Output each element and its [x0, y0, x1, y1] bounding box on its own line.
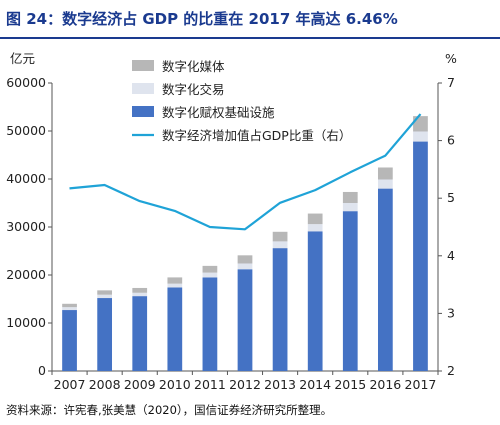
bar-segment — [413, 116, 428, 132]
legend-label: 数字化赋权基础设施 — [162, 105, 275, 120]
legend-label: 数字经济增加值占GDP比重（右） — [162, 128, 351, 143]
y-left-unit: 亿元 — [10, 51, 35, 66]
figure-title: 图 24：数字经济占 GDP 的比重在 2017 年高达 6.46% — [6, 10, 398, 28]
x-tick-label: 2014 — [299, 377, 331, 392]
title-divider — [0, 37, 500, 39]
x-tick-label: 2011 — [194, 377, 226, 392]
bar-segment — [167, 277, 183, 284]
bar-segment — [97, 298, 113, 371]
bar-segment — [202, 272, 218, 278]
x-tick-label: 2012 — [229, 377, 261, 392]
axes-layer: 亿元 % 0 10000 20000 30000 40000 50000 60000 2 3 4 5 6 7… — [6, 51, 457, 392]
bar-segment — [237, 255, 253, 264]
x-tick-label: 2016 — [369, 377, 401, 392]
bar-segment — [307, 213, 323, 225]
bar-segment — [413, 131, 428, 142]
y-right-tick-label: 4 — [447, 248, 455, 263]
y-left-tick-label: 60000 — [6, 75, 46, 90]
bar-segment — [237, 263, 253, 270]
x-tick-label: 2017 — [405, 377, 437, 392]
x-tick-label: 2007 — [54, 377, 86, 392]
bar-segment — [97, 290, 113, 295]
y-left-tick-label: 0 — [38, 363, 46, 378]
bar-segment — [237, 269, 253, 371]
bar-segment — [307, 231, 323, 371]
y-left-tick-label: 30000 — [6, 219, 46, 234]
x-tick-label: 2009 — [124, 377, 156, 392]
bar-segment — [413, 141, 428, 371]
bar-segment — [62, 307, 77, 311]
y-left-tick-label: 40000 — [6, 171, 46, 186]
bar-segment — [377, 179, 393, 189]
bar-segment — [97, 294, 113, 299]
y-right-tick-label: 3 — [447, 305, 455, 320]
y-right-tick-label: 2 — [447, 363, 455, 378]
bar-segment — [202, 265, 218, 273]
y-right-tick-label: 6 — [447, 133, 455, 148]
share-line — [69, 113, 422, 231]
bar-segment — [307, 224, 323, 232]
legend-swatch — [132, 83, 154, 94]
x-tick-label: 2008 — [89, 377, 121, 392]
bar-segment — [167, 287, 183, 371]
bars-layer — [62, 116, 428, 371]
legend-label: 数字化媒体 — [162, 59, 225, 74]
y-right-tick-label: 5 — [447, 190, 455, 205]
bar-segment — [272, 241, 288, 249]
y-left-tick-label: 50000 — [6, 123, 46, 138]
y-left-tick-label: 10000 — [6, 315, 46, 330]
x-tick-label: 2015 — [334, 377, 366, 392]
bar-segment — [342, 203, 358, 212]
bar-segment — [342, 211, 358, 371]
bar-segment — [342, 191, 358, 203]
bar-segment — [202, 277, 218, 371]
bar-segment — [377, 188, 393, 371]
bar-segment — [132, 287, 148, 293]
bar-segment — [132, 296, 148, 371]
y-left-tick-label: 20000 — [6, 267, 46, 282]
bar-segment — [62, 310, 77, 371]
legend-swatch — [132, 106, 154, 117]
legend-swatch — [132, 60, 154, 71]
x-tick-label: 2010 — [159, 377, 191, 392]
bar-segment — [272, 248, 288, 371]
figure-source: 资料来源：许宪春,张美慧（2020），国信证券经济研究所整理。 — [6, 403, 333, 417]
x-tick-label: 2013 — [264, 377, 296, 392]
legend-label: 数字化交易 — [162, 82, 225, 97]
bar-segment — [62, 303, 77, 308]
bar-segment — [272, 231, 288, 242]
y-right-tick-label: 7 — [447, 75, 455, 90]
bar-segment — [132, 292, 148, 297]
line-layer — [69, 113, 422, 231]
bar-segment — [167, 283, 183, 288]
bar-segment — [377, 167, 393, 180]
y-right-unit: % — [445, 51, 457, 66]
